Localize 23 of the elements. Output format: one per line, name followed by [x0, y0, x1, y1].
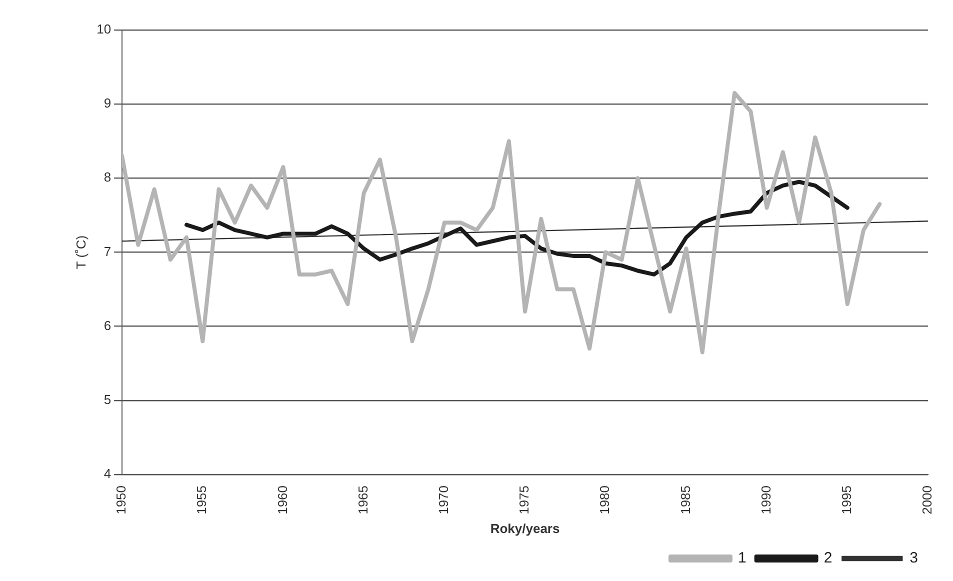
y-axis-title: T (˚C) — [73, 235, 88, 270]
legend-label: 2 — [824, 550, 832, 567]
x-tick-label: 1980 — [597, 485, 612, 514]
x-tick-label: 1990 — [758, 485, 774, 514]
y-tick-label: 5 — [104, 392, 112, 407]
y-tick-label: 6 — [104, 318, 112, 333]
x-tick-label: 1995 — [838, 485, 854, 514]
y-tick-label: 4 — [104, 466, 112, 482]
legend-label: 1 — [738, 550, 746, 567]
y-tick-label: 7 — [104, 244, 112, 259]
y-tick-label: 10 — [96, 22, 112, 37]
x-tick-label: 1970 — [436, 485, 452, 514]
x-tick-label: 1965 — [355, 485, 370, 514]
legend-label: 3 — [910, 550, 918, 567]
x-tick-label: 1975 — [516, 485, 532, 514]
x-tick-label: 1960 — [274, 485, 290, 514]
x-axis-title: Roky/years — [490, 520, 560, 536]
y-tick-label: 9 — [104, 96, 112, 111]
x-tick-label: 1950 — [114, 485, 129, 514]
x-tick-label: 1985 — [678, 485, 693, 514]
x-tick-label: 1955 — [194, 485, 210, 514]
x-tick-label: 2000 — [920, 485, 935, 514]
y-tick-label: 8 — [104, 170, 112, 185]
